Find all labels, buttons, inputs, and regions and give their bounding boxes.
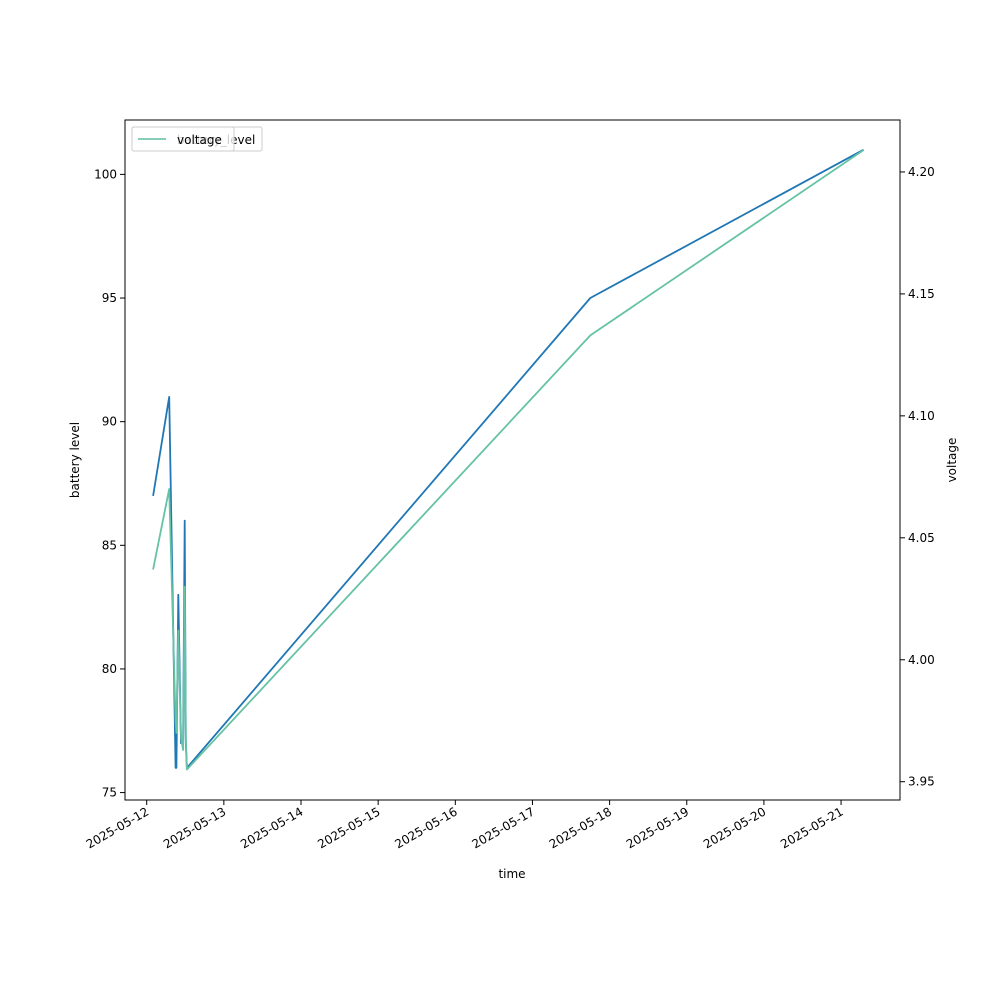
legend-label-voltage: voltage xyxy=(177,133,222,147)
plot-lines xyxy=(152,148,865,771)
y-tick-label: 90 xyxy=(102,415,117,429)
y-right-tick-label: 4.00 xyxy=(908,653,935,667)
y-tick-label: 95 xyxy=(102,291,117,305)
y-right-tick-label: 4.20 xyxy=(908,165,935,179)
series-line-voltage xyxy=(152,149,865,771)
y-axis-title: battery level xyxy=(68,422,82,498)
y-tick-label: 85 xyxy=(102,538,117,552)
y-tick-label: 100 xyxy=(94,167,117,181)
y-right-tick-label: 4.05 xyxy=(908,531,935,545)
y-axis-right: 3.95 4.00 4.05 4.10 4.15 4.20 xyxy=(900,165,935,789)
legend-voltage: voltage xyxy=(131,126,235,152)
y-right-tick-label: 4.15 xyxy=(908,287,935,301)
y-tick-label: 80 xyxy=(102,662,117,676)
y-tick-label: 75 xyxy=(102,786,117,800)
y-axis-left: 75 80 85 90 95 100 xyxy=(94,167,125,800)
y-right-tick-label: 3.95 xyxy=(908,775,935,789)
y-right-tick-label: 4.10 xyxy=(908,409,935,423)
legend-frame xyxy=(131,126,235,152)
x-axis-title: time xyxy=(498,867,525,881)
plot-frame xyxy=(124,119,901,801)
y-axis-right-title: voltage xyxy=(945,438,959,483)
